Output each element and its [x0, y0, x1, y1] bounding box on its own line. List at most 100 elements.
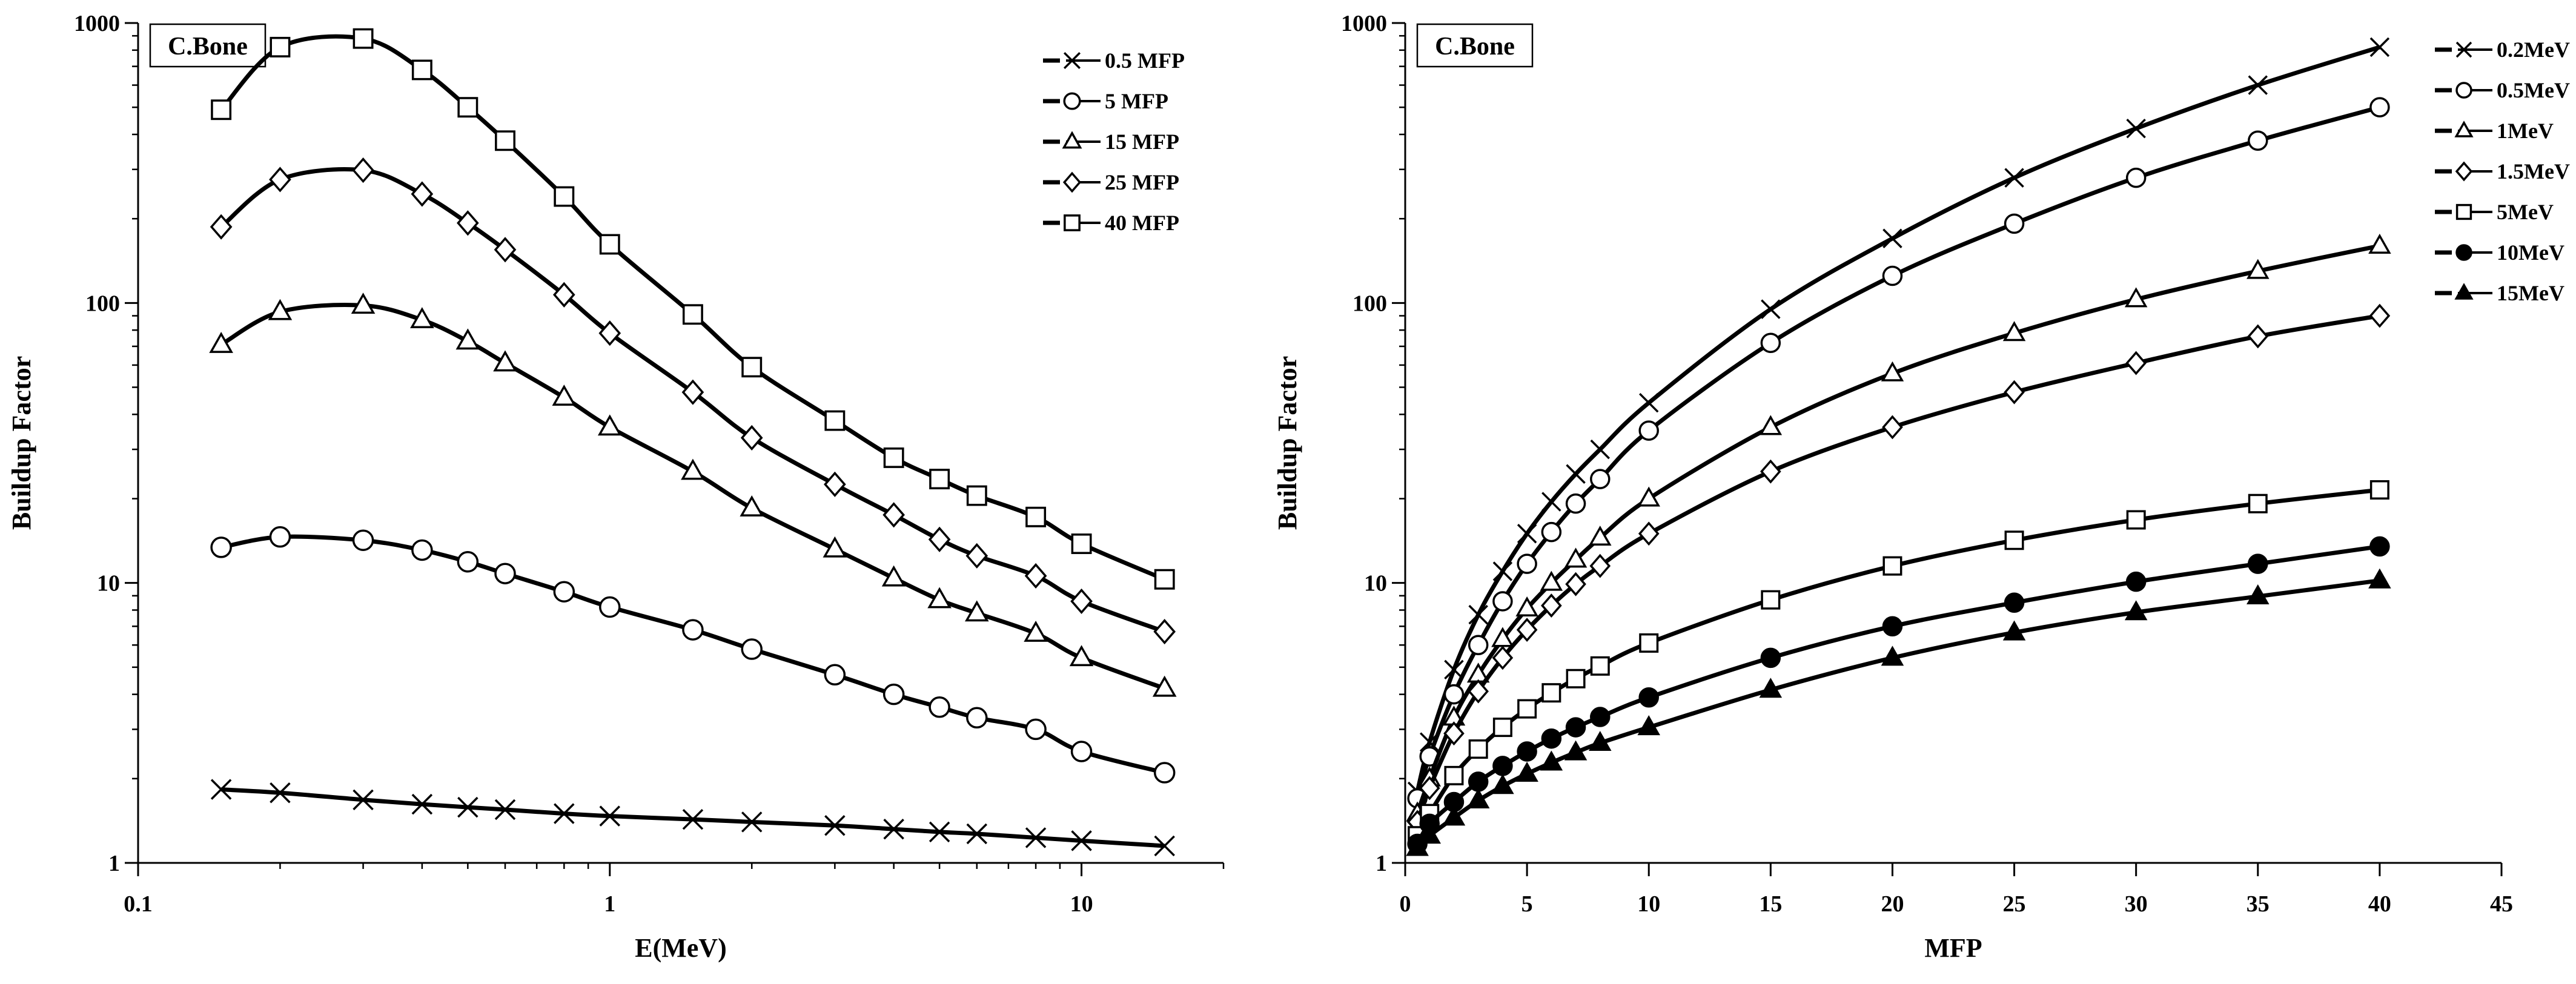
legend-label: 25 MFP	[1105, 170, 1179, 194]
data-point	[351, 292, 376, 314]
data-point	[1882, 265, 1903, 286]
data-point	[1492, 561, 1513, 581]
x-tick-label: 0	[1400, 891, 1411, 917]
data-point	[741, 638, 763, 660]
chart-title-box: C.Bone	[1416, 23, 1534, 68]
data-point	[1565, 572, 1586, 596]
data-point	[883, 447, 904, 468]
data-point	[1590, 469, 1611, 489]
legend-entry: 0.5MeV	[2435, 78, 2570, 102]
legend-entry: 5 MFP	[1043, 89, 1168, 113]
data-point	[881, 565, 906, 587]
data-point	[1154, 569, 1175, 590]
x-tick-label: 5	[1521, 891, 1533, 917]
legend-entry: 0.5 MFP	[1043, 48, 1185, 73]
data-point	[270, 36, 291, 58]
data-point	[1442, 805, 1466, 826]
legend-entry: 15MeV	[2435, 281, 2564, 305]
legend-label: 1.5MeV	[2497, 159, 2570, 183]
legend-marker	[1062, 171, 1082, 193]
data-point	[1517, 524, 1537, 544]
legend-entry: 10MeV	[2435, 240, 2564, 265]
data-point	[1492, 646, 1514, 670]
legend-entry: 0.2MeV	[2435, 38, 2570, 62]
legend-entry: 25 MFP	[1043, 170, 1179, 194]
legend-label: 0.5MeV	[2497, 78, 2570, 102]
data-point	[681, 379, 704, 405]
data-point	[1590, 707, 1611, 727]
data-point	[1024, 620, 1048, 642]
x-axis-ticks: 0 5 10 15 20 25 30 35 40 45	[1400, 863, 2513, 917]
data-point	[211, 99, 232, 121]
legend-marker	[2455, 41, 2472, 58]
data-point	[1154, 835, 1175, 857]
data-point	[1590, 656, 1610, 676]
data-point	[740, 424, 763, 451]
legend-label: 40 MFP	[1105, 211, 1179, 235]
data-point	[1541, 683, 1561, 703]
data-point	[1637, 486, 1660, 507]
data-point	[741, 357, 763, 378]
data-point	[2002, 620, 2026, 641]
data-point	[1761, 590, 1781, 610]
data-point	[1025, 718, 1047, 741]
data-point	[1517, 553, 1537, 574]
data-point	[1881, 646, 1904, 666]
data-point	[2126, 118, 2146, 139]
y-tick-label: 1000	[1341, 11, 1387, 36]
x-axis-label: E(MeV)	[635, 933, 727, 963]
data-point	[210, 537, 232, 558]
data-point	[554, 186, 575, 207]
data-point	[455, 328, 480, 350]
y-tick-label: 10	[97, 571, 120, 596]
data-point	[1541, 593, 1562, 618]
data-point	[1638, 420, 1659, 441]
x-tick-label: 35	[2247, 891, 2270, 917]
x-tick-label: 45	[2490, 891, 2513, 917]
data-point	[2369, 303, 2391, 328]
data-point	[1418, 824, 1441, 844]
x-tick-label: 1	[604, 891, 615, 917]
data-point	[2124, 287, 2148, 308]
y-tick-label: 1	[1376, 851, 1387, 876]
data-point	[1759, 415, 1783, 435]
series-0-2mev	[1407, 37, 2390, 802]
data-point	[966, 485, 987, 506]
data-point	[966, 707, 988, 729]
data-point	[2125, 351, 2147, 375]
data-point	[1466, 788, 1490, 809]
legend-marker	[2454, 121, 2474, 137]
series-0-5-mfp	[210, 779, 1175, 857]
legend-marker	[2455, 244, 2472, 261]
chart-title-frame	[149, 23, 267, 68]
data-point	[269, 526, 291, 548]
data-point	[1517, 741, 1537, 762]
data-point	[1565, 493, 1586, 514]
series-40-mfp	[211, 28, 1175, 590]
data-point	[2126, 510, 2146, 530]
y-axis-ticks: 1 10 100 1000	[74, 11, 138, 876]
data-point	[1070, 588, 1093, 615]
data-point	[883, 819, 904, 840]
legend-marker	[1063, 51, 1081, 70]
data-point	[457, 210, 479, 236]
x-axis-label: MFP	[1924, 933, 1982, 963]
data-point	[493, 350, 517, 372]
right-chart: 1 10 100 1000 0 5 10 15 20 25 30 35 40 45 MFP Buildup F…	[1273, 11, 2570, 963]
series-5-mfp	[210, 526, 1176, 784]
data-point	[457, 550, 479, 573]
series-1-5mev	[1406, 303, 2391, 834]
series-25-mfp	[210, 157, 1176, 645]
data-point	[411, 59, 432, 81]
data-point	[353, 28, 374, 49]
y-tick-label: 100	[85, 291, 120, 316]
legend-label: 15MeV	[2497, 281, 2564, 305]
legend-label: 1MeV	[2497, 119, 2554, 143]
data-point	[1590, 439, 1611, 460]
data-point	[1540, 750, 1563, 771]
data-point	[964, 600, 989, 622]
legend-marker	[1062, 131, 1082, 149]
legend-entry: 15 MFP	[1043, 130, 1179, 154]
data-point	[1492, 591, 1513, 612]
data-point	[494, 237, 517, 263]
